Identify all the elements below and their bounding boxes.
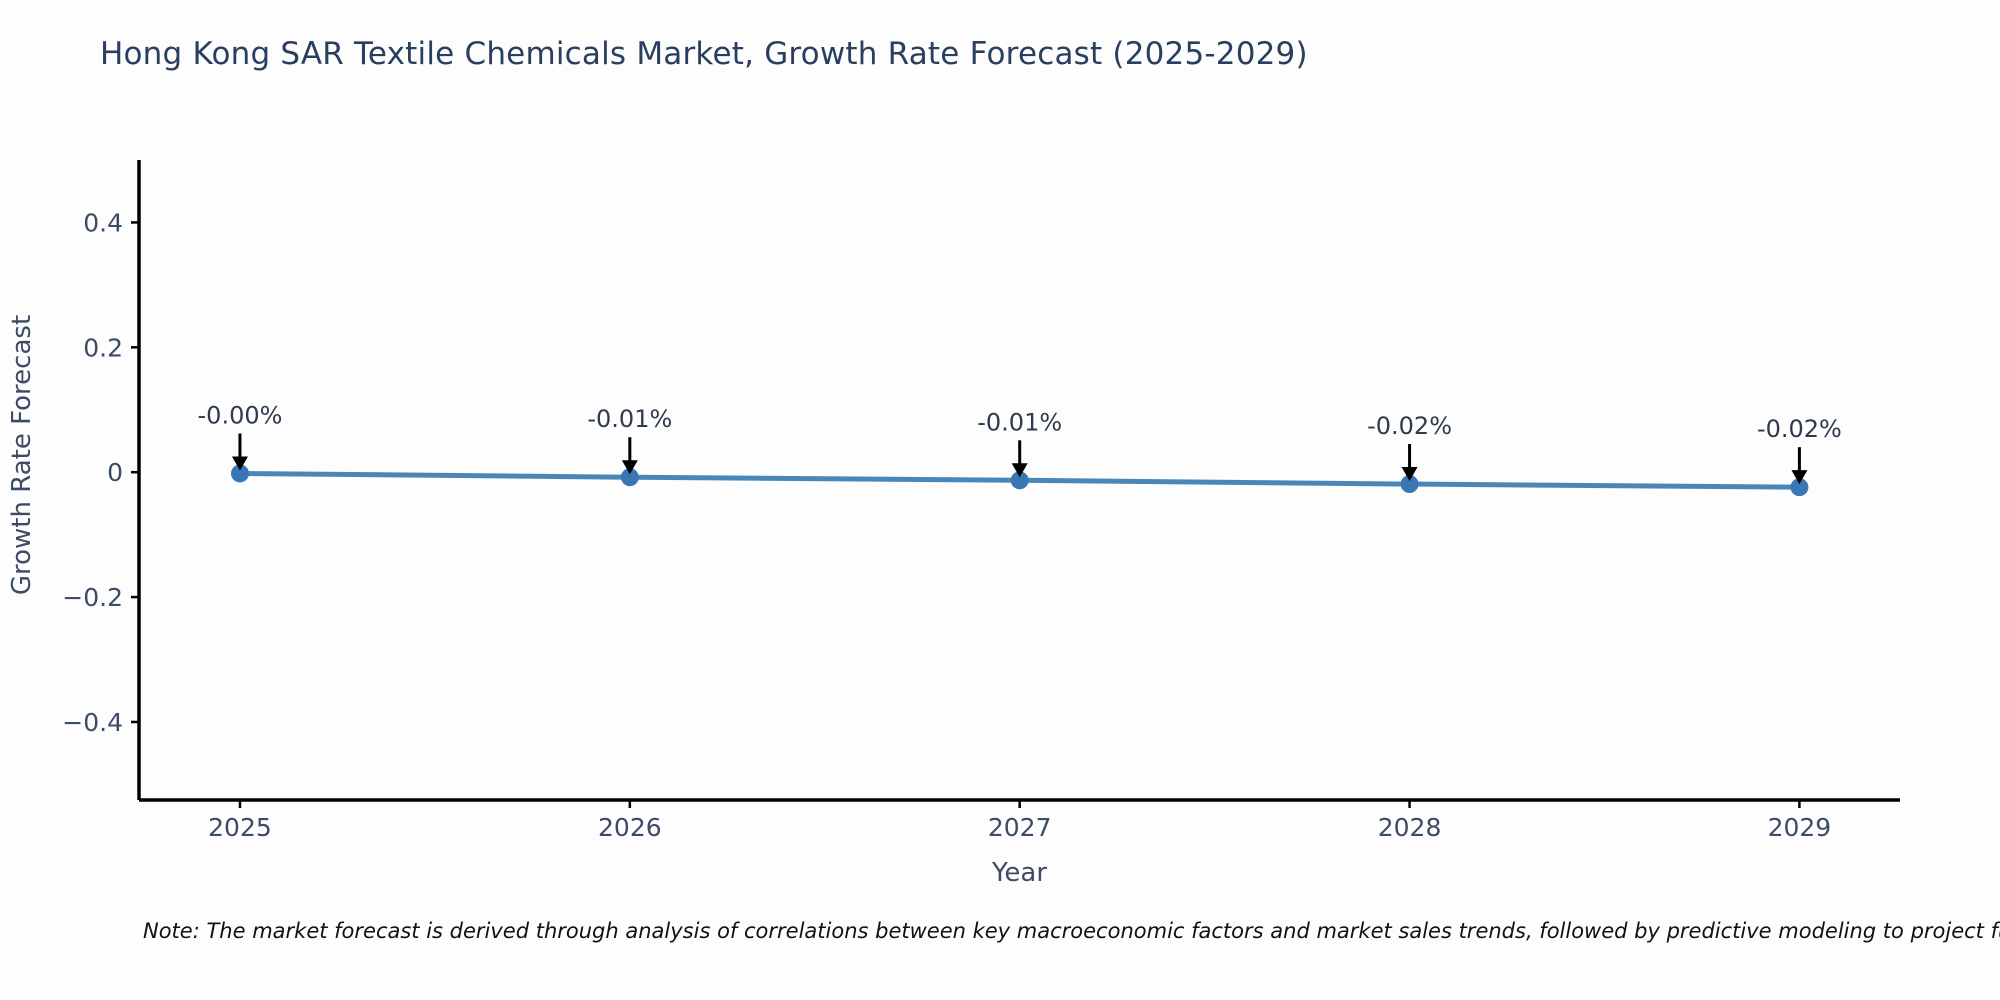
chart-title: Hong Kong SAR Textile Chemicals Market, …: [100, 36, 1308, 72]
data-point-marker: [1010, 471, 1029, 490]
point-annotation: -0.01%: [977, 408, 1062, 436]
data-point-marker: [1400, 475, 1419, 494]
x-tick-label: 2027: [988, 813, 1052, 842]
footnote: Note: The market forecast is derived thr…: [143, 919, 2000, 943]
y-tick-label: −0.2: [62, 583, 123, 612]
x-axis-title: Year: [991, 858, 1048, 888]
data-point-marker: [230, 464, 249, 483]
x-tick-label: 2026: [598, 813, 662, 842]
annotation-arrow-head: [1401, 467, 1418, 482]
point-annotation: -0.00%: [198, 401, 283, 429]
y-tick-label: −0.4: [62, 708, 123, 737]
data-point-marker: [620, 468, 639, 487]
y-tick-label: 0: [107, 458, 123, 487]
point-annotation: -0.02%: [1757, 415, 1842, 443]
x-tick-label: 2029: [1768, 813, 1832, 842]
y-tick-label: 0.2: [83, 333, 123, 362]
annotation-arrow-head: [621, 460, 638, 475]
x-tick-label: 2025: [208, 813, 272, 842]
y-tick-label: 0.4: [83, 208, 123, 237]
data-point-marker: [1790, 478, 1809, 497]
point-annotation: -0.02%: [1367, 412, 1452, 440]
x-tick-label: 2028: [1378, 813, 1442, 842]
point-annotation: -0.01%: [587, 405, 672, 433]
annotation-arrow-head: [1791, 470, 1808, 485]
annotation-arrow-head: [231, 456, 248, 471]
annotation-arrow-head: [1011, 463, 1028, 478]
